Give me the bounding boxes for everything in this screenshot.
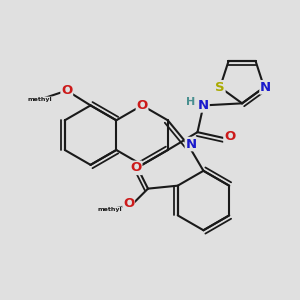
Text: O: O [130,161,142,174]
Text: methyl: methyl [97,207,122,212]
Text: O: O [61,84,72,97]
Text: methyl: methyl [28,97,52,102]
Text: N: N [198,99,209,112]
Text: S: S [215,81,225,94]
Text: N: N [185,138,197,151]
Text: O: O [123,197,134,210]
Text: O: O [136,99,148,112]
Text: O: O [224,130,235,143]
Text: H: H [186,98,196,107]
Text: N: N [260,81,271,94]
